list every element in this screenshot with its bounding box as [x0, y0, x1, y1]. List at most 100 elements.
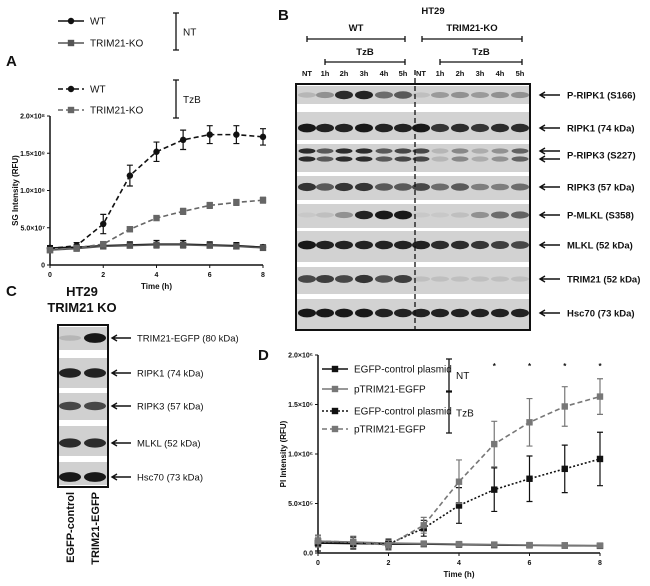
legend-item: WT	[58, 17, 106, 28]
legend-label: EGFP-control plasmid	[354, 365, 452, 376]
legend-group-label: TzB	[183, 95, 201, 106]
x-tick-label: 6	[528, 560, 532, 567]
protein-band	[511, 276, 529, 282]
protein-band	[412, 92, 430, 98]
protein-band	[375, 210, 393, 220]
protein-band	[394, 123, 412, 133]
protein-band	[491, 91, 509, 99]
protein-band	[511, 241, 529, 249]
blot-row: P-MLKL (S358)	[297, 204, 634, 228]
legend-item: EGFP-control plasmid	[322, 365, 452, 376]
protein-band	[412, 212, 430, 218]
legend-item: pTRIM21-EGFP	[322, 425, 426, 436]
protein-band	[491, 183, 509, 191]
protein-band	[451, 91, 469, 99]
data-point	[126, 242, 134, 249]
protein-band	[298, 148, 316, 154]
protein-band	[298, 212, 316, 218]
data-point	[455, 502, 463, 509]
legend-label: WT	[90, 17, 106, 28]
protein-band	[355, 308, 373, 318]
chart-a: 0 5.0×10⁷ 1.0×10⁸ 1.5×10⁸ 2.0×10⁸ 0 2 4 6 8 Time (…	[11, 12, 267, 291]
legend-group-label: NT	[183, 28, 196, 39]
lane-label: 3h	[476, 69, 485, 78]
protein-band	[431, 183, 449, 191]
western-blot-b: HT29 WT TzB TRIM21-KO TzB NT 1h 2h 3h 4h 5h NT 1h 2h 3…	[295, 6, 640, 331]
protein-band	[471, 183, 489, 191]
protein-band	[355, 148, 373, 154]
band-label: TRIM21-EGFP (80 kDa)	[137, 334, 239, 345]
panel-label-d: D	[258, 347, 269, 364]
lane-label: 1h	[321, 69, 330, 78]
blot-row: RIPK1 (74 kDa)	[59, 358, 204, 388]
y-tick-label: 5.0×10⁷	[21, 225, 46, 232]
protein-band	[298, 156, 316, 162]
blot-row: TRIM21 (52 kDa)	[297, 267, 640, 294]
data-point	[596, 455, 604, 463]
legend-marker	[67, 17, 75, 25]
data-point	[206, 202, 213, 209]
lane-label: 2h	[340, 69, 349, 78]
arrow-icon	[538, 211, 560, 219]
protein-band	[316, 240, 334, 250]
protein-band	[316, 212, 334, 218]
protein-band	[59, 335, 81, 341]
blot-subtitle: TRIM21 KO	[47, 300, 116, 315]
blot-strip	[297, 267, 529, 294]
group-label: WT	[349, 23, 364, 34]
protein-band	[471, 148, 489, 154]
band-label: P-RIPK3 (S227)	[567, 151, 636, 162]
protein-band	[511, 148, 529, 154]
blot-strip	[297, 144, 529, 172]
legend-bracket	[173, 12, 179, 51]
data-point	[233, 243, 240, 250]
data-point	[385, 541, 392, 549]
band-label: RIPK1 (74 kDa)	[137, 369, 204, 380]
band-label: RIPK1 (74 kDa)	[567, 124, 635, 135]
protein-band	[335, 240, 353, 250]
protein-band	[84, 472, 106, 482]
band-label: MLKL (52 kDa)	[567, 241, 633, 252]
data-point	[179, 241, 187, 249]
data-point	[153, 148, 160, 155]
protein-band	[316, 275, 334, 283]
x-tick-label: 6	[208, 272, 212, 279]
protein-band	[375, 156, 393, 162]
legend-marker	[331, 407, 339, 415]
y-tick-label: 5.0×10⁵	[288, 501, 313, 508]
series-2	[46, 125, 267, 252]
protein-band	[451, 308, 469, 318]
legend-label: EGFP-control plasmid	[354, 407, 452, 418]
arrow-icon	[110, 473, 131, 481]
protein-band	[491, 211, 509, 219]
band-label: RIPK3 (57 kDa)	[567, 183, 635, 194]
protein-band	[471, 276, 489, 282]
blot-title: HT29	[421, 6, 444, 17]
protein-band	[335, 182, 353, 192]
lane-label: 5h	[399, 69, 408, 78]
protein-band	[84, 368, 106, 378]
protein-band	[431, 240, 449, 250]
protein-band	[316, 91, 334, 99]
data-point	[526, 541, 533, 549]
protein-band	[511, 91, 529, 99]
y-tick-label: 0.0	[303, 551, 313, 558]
arrow-icon	[110, 402, 131, 410]
protein-band	[491, 156, 509, 162]
legend-marker	[331, 385, 339, 393]
lane-label: EGFP-control	[65, 492, 77, 563]
protein-band	[375, 91, 393, 99]
protein-band	[84, 438, 106, 448]
x-tick-label: 0	[48, 272, 52, 279]
legend-group-label: TzB	[456, 409, 474, 420]
blot-border	[295, 83, 531, 331]
significance-marker: *	[528, 362, 532, 371]
protein-band	[316, 183, 334, 191]
band-label: P-RIPK1 (S166)	[567, 91, 636, 102]
protein-band	[394, 275, 412, 283]
band-label: MLKL (52 kDa)	[137, 439, 201, 450]
panel-label-a: A	[6, 53, 17, 70]
legend-bracket	[446, 391, 452, 434]
